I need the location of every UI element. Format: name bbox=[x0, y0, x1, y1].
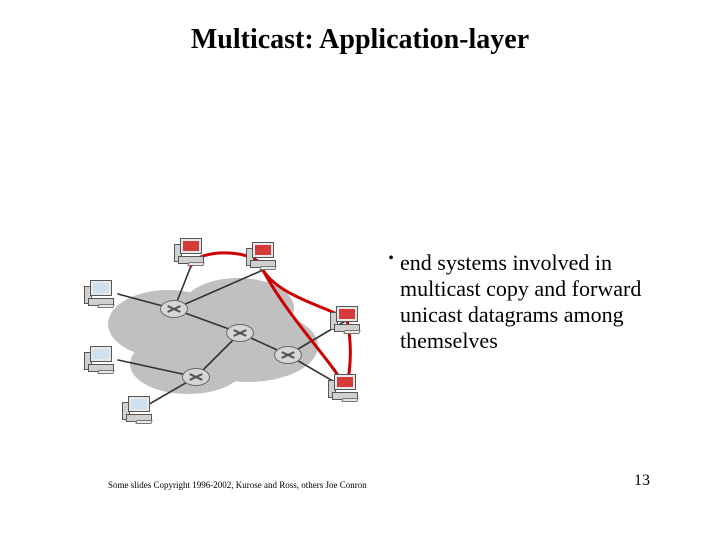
host-icon bbox=[174, 238, 208, 266]
router-icon bbox=[160, 300, 188, 318]
host-icon bbox=[122, 396, 156, 424]
host-icon bbox=[84, 280, 118, 308]
slide-title: Multicast: Application-layer bbox=[0, 24, 720, 56]
footer-copyright: Some slides Copyright 1996-2002, Kurose … bbox=[108, 480, 367, 490]
host-icon bbox=[330, 306, 364, 334]
bullet-marker: • bbox=[382, 250, 400, 268]
router-icon bbox=[182, 368, 210, 386]
host-icon bbox=[246, 242, 280, 270]
router-icon bbox=[226, 324, 254, 342]
slide: Multicast: Application-layer • end syste… bbox=[0, 0, 720, 540]
host-icon bbox=[84, 346, 118, 374]
page-number: 13 bbox=[634, 472, 650, 490]
network-diagram bbox=[78, 228, 368, 428]
host-icon bbox=[328, 374, 362, 402]
bullet-block: • end systems involved in multicast copy… bbox=[382, 250, 682, 354]
bullet-text: end systems involved in multicast copy a… bbox=[400, 250, 682, 354]
router-icon bbox=[274, 346, 302, 364]
